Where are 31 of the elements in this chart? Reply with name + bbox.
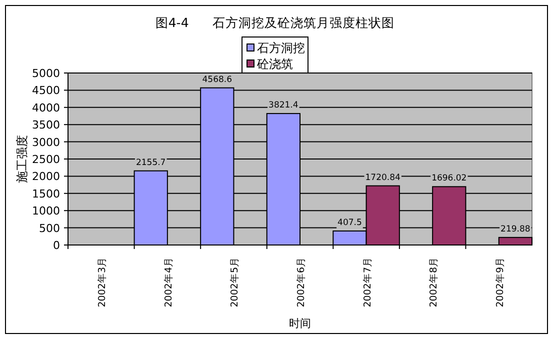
x-tick-label: 2002年9月 <box>494 257 506 308</box>
y-tick-label: 3500 <box>32 118 60 132</box>
y-tick-label: 2500 <box>32 153 60 166</box>
y-tick-label: 0 <box>53 239 60 252</box>
data-label: 219.88 <box>500 224 530 234</box>
x-tick-label: 2002年8月 <box>428 257 440 308</box>
legend-label: 砼浇筑 <box>256 57 293 71</box>
data-label: 1720.84 <box>365 172 400 183</box>
y-tick-label: 500 <box>39 222 60 235</box>
legend-label: 石方洞挖 <box>257 41 305 55</box>
data-label: 3821.4 <box>268 100 298 111</box>
y-tick-label: 5000 <box>32 67 60 80</box>
x-tick-label: 2002年4月 <box>162 257 174 308</box>
x-tick-label: 2002年6月 <box>295 257 307 308</box>
bar <box>498 236 532 246</box>
y-tick-label: 4500 <box>32 84 60 98</box>
data-label: 1696.02 <box>432 174 467 184</box>
x-axis-title: 时间 <box>289 317 311 330</box>
y-tick-label: 1500 <box>32 187 60 200</box>
x-tick-label: 2002年3月 <box>96 257 108 308</box>
data-label: 407.5 <box>338 218 362 228</box>
y-tick-label: 3000 <box>32 136 60 149</box>
x-tick-label: 2002年7月 <box>361 257 374 308</box>
data-label: 4568.6 <box>202 74 232 85</box>
y-tick-label: 2000 <box>32 170 60 184</box>
x-tick-label: 2002年5月 <box>228 257 241 308</box>
y-tick-label: 1000 <box>32 204 60 218</box>
data-label: 2155.7 <box>136 158 166 168</box>
chart-title: 图4-4 石方洞挖及砼浇筑月强度柱状图 <box>155 15 395 30</box>
y-tick-label: 4000 <box>32 101 60 114</box>
y-axis-title: 施工强度 <box>15 135 29 183</box>
